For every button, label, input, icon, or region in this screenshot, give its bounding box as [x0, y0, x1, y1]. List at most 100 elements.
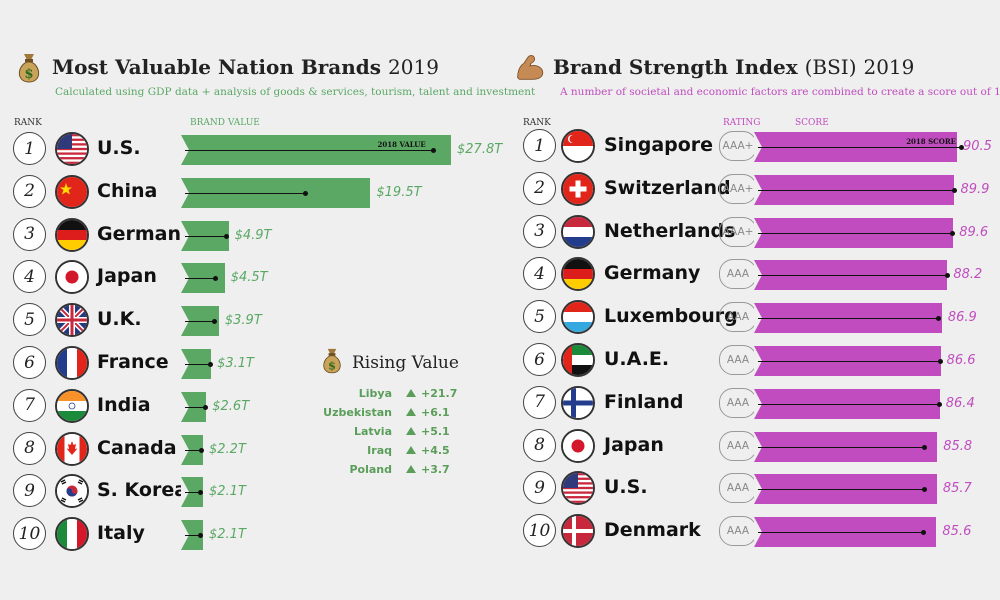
country-name: Germany [97, 222, 194, 245]
rising-delta: +21.7 [421, 387, 458, 400]
value-label: 85.6 [942, 524, 972, 540]
marker-2018-dot [938, 359, 944, 364]
marker-2018-line [185, 364, 211, 365]
rank-row: 7 Finland AAA 86.4 [505, 384, 1000, 424]
value-label: 86.4 [945, 395, 975, 411]
rank-badge: 10 [13, 517, 46, 551]
marker-2018-dot [950, 230, 956, 236]
marker-2018-label: 2018 SCORE [906, 137, 956, 146]
rank-row: 4 Japan $4.5T [0, 258, 505, 298]
marker-2018-line [758, 532, 923, 534]
value-label: $27.8T [457, 142, 503, 157]
marker-2018-dot [936, 401, 942, 407]
country-name: U.A.E. [604, 348, 670, 370]
value-label: $2.2T [209, 441, 246, 457]
marker-2018-dot [203, 404, 209, 410]
rising-title-row: $ Rising Value [320, 345, 459, 380]
rank-badge: 2 [523, 171, 556, 205]
rating-badge: AAA [719, 345, 757, 375]
value-label: $2.1T [209, 484, 246, 500]
germany-flag-icon [561, 257, 595, 292]
marker-2018-dot [920, 530, 926, 536]
country-name: S. Korea [97, 479, 188, 502]
country-name: Luxembourg [604, 305, 738, 328]
value-label: $19.5T [376, 184, 422, 200]
rating-badge: AAA+ [719, 173, 757, 204]
marker-2018-dot [198, 490, 204, 496]
value-label: 88.2 [953, 267, 983, 283]
rank-badge: 3 [13, 217, 46, 251]
value-label: 85.8 [943, 438, 973, 454]
rising-title: Rising Value [352, 352, 459, 373]
value-label: 86.6 [946, 353, 976, 368]
right-subtitle: A number of societal and economic factor… [560, 86, 1000, 98]
rank-badge: 6 [523, 343, 556, 376]
marker-2018-dot [212, 276, 218, 282]
rank-badge: 2 [13, 174, 46, 208]
marker-2018-dot [952, 187, 958, 193]
netherlands-flag-icon [561, 214, 595, 249]
canada-flag-icon [55, 431, 89, 466]
marker-2018-dot [944, 273, 950, 279]
right-title-paren: (BSI) [804, 55, 857, 79]
finland-flag-icon [561, 385, 595, 420]
rank-row: 8 Japan AAA 85.8 [505, 427, 1000, 467]
value-label: 90.5 [963, 139, 992, 154]
marker-2018-line [758, 232, 953, 234]
rating-badge: AAA+ [719, 216, 757, 247]
value-label: $2.1T [209, 527, 246, 543]
left-title-main: Most Valuable Nation Brands [52, 55, 382, 79]
rank-row: 1 Singapore AAA+ 2018 SCORE 90.5 [505, 127, 1000, 167]
china-flag-icon [55, 174, 89, 209]
country-name: Japan [97, 265, 157, 288]
marker-2018-dot [198, 533, 204, 539]
rising-country: Libya [358, 387, 392, 400]
right-title-row: Brand Strength Index (BSI) 2019 [515, 50, 914, 84]
marker-2018-line [185, 192, 306, 194]
japan-flag-icon [55, 260, 89, 295]
value-label: $2.6T [212, 398, 250, 414]
marker-2018-line [758, 189, 955, 191]
rank-badge: 4 [523, 257, 556, 291]
rank-badge: 10 [523, 514, 556, 548]
right-score-header: SCORE [795, 118, 829, 128]
marker-2018-line [758, 446, 924, 448]
flexed-arm-icon [515, 50, 545, 84]
rank-badge: 1 [13, 132, 46, 165]
marker-2018-line [758, 403, 939, 405]
marker-2018-dot [212, 319, 218, 325]
rating-badge: AAA [719, 387, 757, 418]
country-name: France [97, 351, 169, 373]
rank-badge: 8 [13, 431, 46, 465]
italy-flag-icon [55, 517, 89, 552]
rising-item: Uzbekistan +6.1 [320, 406, 470, 422]
rating-badge: AAA [719, 259, 757, 290]
rank-badge: 9 [523, 471, 556, 505]
rating-badge: AAA [719, 516, 757, 547]
rank-row: 10 Italy $2.1T [0, 515, 505, 555]
rank-row: 2 China $19.5T [0, 173, 505, 213]
left-rank-header: RANK [14, 118, 42, 128]
uae-flag-icon [561, 343, 595, 377]
marker-2018-dot [921, 487, 927, 493]
rising-delta: +3.7 [421, 463, 450, 476]
value-label: 89.6 [959, 224, 989, 240]
marker-2018-line [185, 406, 206, 408]
country-name: U.S. [97, 137, 141, 159]
value-label: $3.1T [217, 356, 254, 371]
marker-2018-dot [959, 145, 965, 150]
marker-2018-line [185, 535, 201, 537]
rank-badge: 5 [523, 300, 556, 334]
rank-badge: 5 [13, 303, 46, 337]
marker-2018-line [185, 492, 201, 494]
south-korea-flag-icon [55, 474, 89, 509]
value-label: $4.5T [230, 270, 268, 286]
left-title-year: 2019 [388, 55, 439, 79]
marker-2018-line [758, 489, 924, 491]
rank-badge: 6 [13, 346, 46, 379]
value-label: $3.9T [224, 313, 262, 329]
marker-2018-line [185, 278, 215, 280]
rank-badge: 1 [523, 129, 556, 162]
value-label: 85.7 [942, 481, 972, 497]
country-name: Singapore [604, 134, 714, 156]
